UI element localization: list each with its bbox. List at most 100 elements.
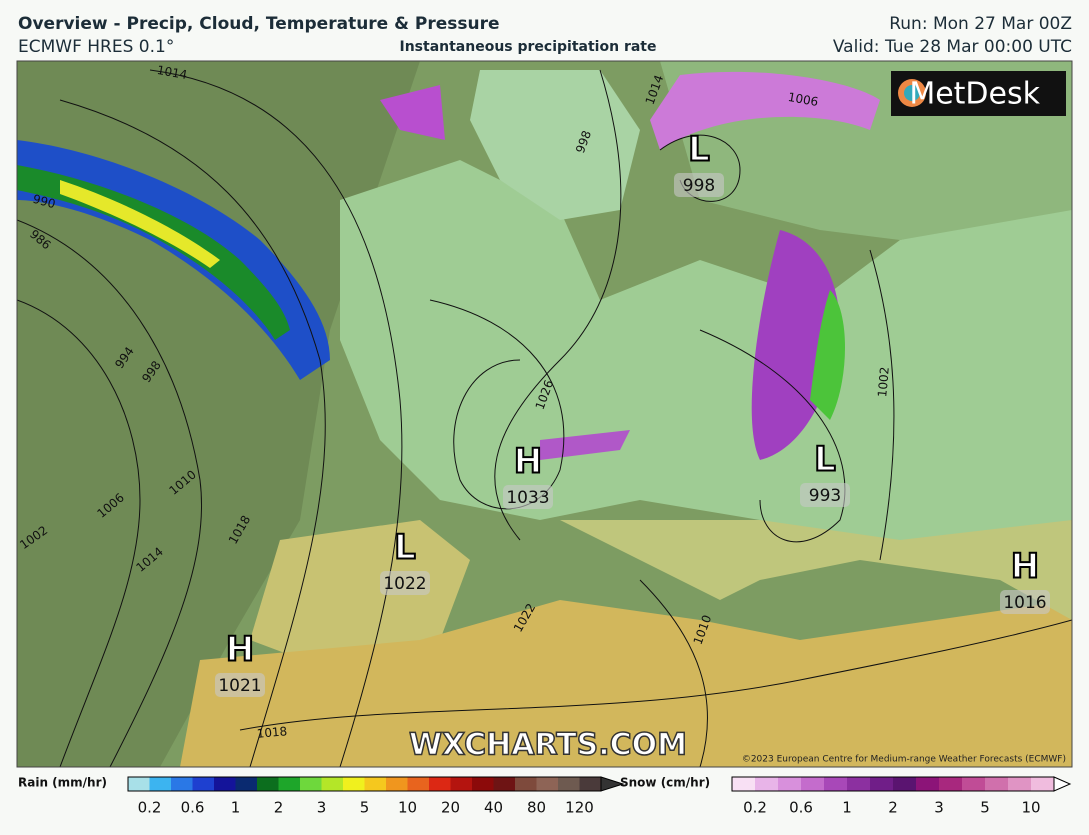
- center-symbol: H: [1011, 547, 1039, 587]
- rain-tick-label: 0.2: [138, 799, 162, 817]
- snow-tick-label: 10: [1021, 799, 1040, 817]
- rain-swatch: [493, 777, 515, 791]
- rain-swatch: [192, 777, 214, 791]
- rain-swatch: [536, 777, 558, 791]
- rain-swatch: [515, 777, 537, 791]
- snow-swatch: [801, 777, 824, 791]
- snow-swatch: [778, 777, 801, 791]
- isobar-label: 1014: [156, 63, 189, 82]
- snow-swatch: [893, 777, 916, 791]
- rain-tick-label: 10: [398, 799, 417, 817]
- rain-tick-label: 0.6: [181, 799, 205, 817]
- snow-tick-label: 2: [888, 799, 898, 817]
- iberia: [250, 520, 470, 670]
- rain-frame: [127, 776, 602, 792]
- rain-swatch: [214, 777, 236, 791]
- snow-norway: [380, 85, 445, 140]
- africa: [180, 600, 1072, 767]
- title: Overview - Precip, Cloud, Temperature & …: [18, 14, 500, 34]
- rain-tick-label: 20: [441, 799, 460, 817]
- center-symbol: L: [688, 130, 710, 170]
- rain-swatch: [558, 777, 580, 791]
- center-pressure: 1033: [506, 488, 549, 508]
- run: Run: Mon 27 Mar 00Z: [889, 14, 1072, 34]
- rain-swatch: [407, 777, 429, 791]
- center-box: [503, 485, 553, 509]
- rain-swatch: [149, 777, 171, 791]
- center-symbol: L: [394, 528, 416, 568]
- center-pressure: 998: [683, 176, 715, 196]
- pressure-centers: L 998 H 1033 L 993 L 1022 H 1016 H 1021: [215, 129, 1050, 697]
- rain-swatch: [235, 777, 257, 791]
- map: 1014100610149989909869949981006101010141…: [17, 61, 1072, 767]
- rain-tick-label: 40: [484, 799, 503, 817]
- snow-swatch: [870, 777, 893, 791]
- center-box: [674, 173, 724, 197]
- rain-swatch: [429, 777, 451, 791]
- snow-frame: [731, 776, 1055, 792]
- snow-legend-title: Snow (cm/hr): [620, 776, 710, 790]
- model: ECMWF HRES 0.1°: [18, 37, 174, 57]
- rain-tick-label: 3: [317, 799, 327, 817]
- snow-swatch: [1008, 777, 1031, 791]
- snow-swatch: [847, 777, 870, 791]
- rain-swatch: [450, 777, 472, 791]
- isobar-label: 1018: [256, 724, 288, 741]
- rain-swatch: [171, 777, 193, 791]
- logo: MetDesk: [909, 77, 1040, 112]
- rain-tick-label: 2: [274, 799, 284, 817]
- rain-swatch: [321, 777, 343, 791]
- rain-swatch: [343, 777, 365, 791]
- snow-tick-label: 0.6: [789, 799, 813, 817]
- scandinavia: [470, 70, 640, 220]
- center-box: [215, 673, 265, 697]
- snow-swatch: [985, 777, 1008, 791]
- snow-swatch: [1031, 777, 1054, 791]
- isobar-label: 1006: [787, 90, 820, 109]
- snow-tick-label: 0.2: [743, 799, 767, 817]
- legends: 0.2 0.6 1 2 3 5 10 20 40 80 120 0.2 0.6 1 2 3 5 10: [127, 776, 1072, 817]
- rain-swatch: [300, 777, 322, 791]
- center-symbol: L: [814, 440, 836, 480]
- center-box: [800, 483, 850, 507]
- snow-tick-label: 1: [842, 799, 852, 817]
- product: Instantaneous precipitation rate: [400, 39, 657, 55]
- rain-peak: [60, 180, 220, 268]
- copyright: ©2023 European Centre for Medium-range W…: [742, 755, 1066, 765]
- center-pressure: 1022: [383, 574, 426, 594]
- snow-swatch: [755, 777, 778, 791]
- snow-swatch: [962, 777, 985, 791]
- snow-swatch: [939, 777, 962, 791]
- rain-swatch: [278, 777, 300, 791]
- rain-swatch: [472, 777, 494, 791]
- map-frame: [16, 60, 1073, 768]
- snow-swatch: [824, 777, 847, 791]
- rain-swatch: [579, 777, 601, 791]
- center-pressure: 993: [809, 486, 841, 506]
- isobar-label: 1002: [875, 366, 892, 398]
- center-pressure: 1016: [1003, 593, 1046, 613]
- rain-tick-label: 120: [565, 799, 594, 817]
- rain-legend-title: Rain (mm/hr): [18, 776, 107, 790]
- center-pressure: 1021: [218, 676, 261, 696]
- rain-band-east: [810, 290, 845, 420]
- snow-tick-label: 5: [980, 799, 990, 817]
- logo-icon-inner: [904, 85, 920, 101]
- rain-tick-label: 80: [527, 799, 546, 817]
- rain-swatch: [257, 777, 279, 791]
- watermark: WXCHARTS.COM: [409, 728, 687, 763]
- center-box: [380, 571, 430, 595]
- snow-tick-label: 3: [934, 799, 944, 817]
- center-symbol: H: [514, 442, 542, 482]
- rain-core: [17, 165, 290, 340]
- rain-swatch: [364, 777, 386, 791]
- snow-swatch: [916, 777, 939, 791]
- center-symbol: H: [226, 630, 254, 670]
- rain-swatch: [128, 777, 150, 791]
- south-east: [560, 520, 1072, 620]
- snow-north: [650, 71, 880, 150]
- valid: Valid: Tue 28 Mar 00:00 UTC: [833, 37, 1072, 57]
- rain-tick-label: 5: [360, 799, 370, 817]
- rain-tick-label: 1: [231, 799, 241, 817]
